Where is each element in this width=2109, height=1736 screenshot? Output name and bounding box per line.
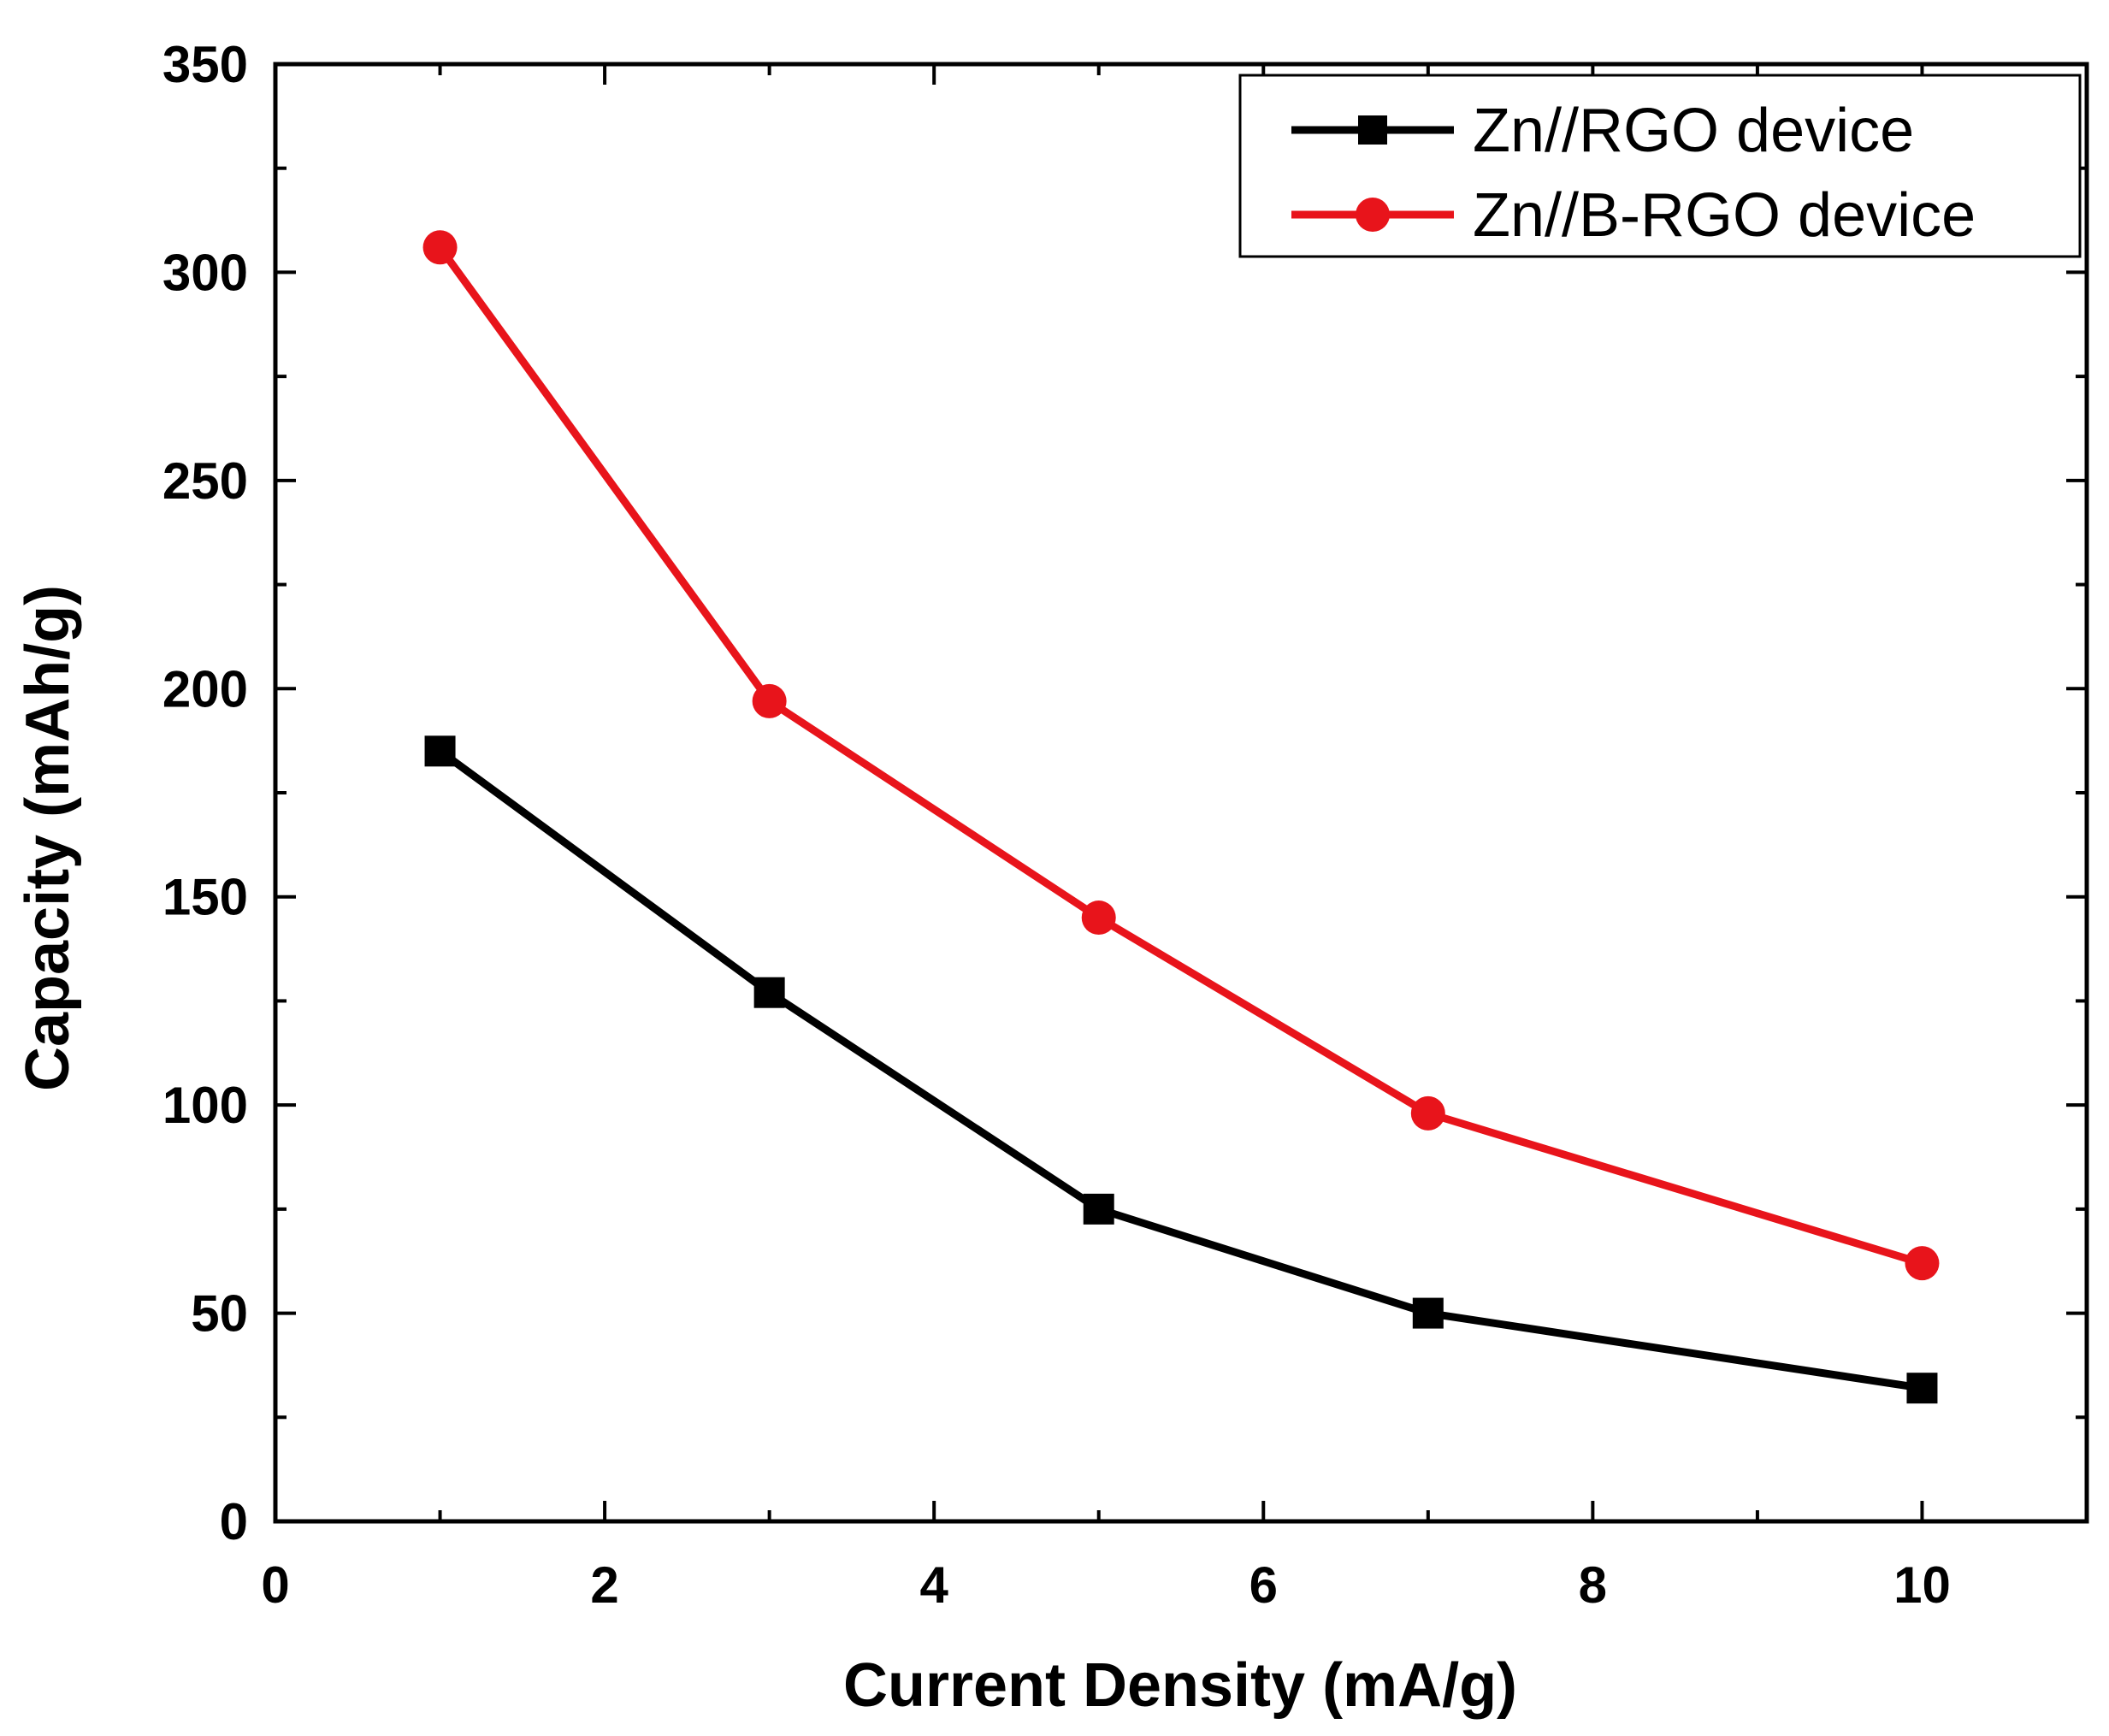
data-point-square bbox=[1083, 1193, 1114, 1225]
x-tick-label: 8 bbox=[1579, 1556, 1607, 1614]
y-tick-label: 100 bbox=[162, 1077, 248, 1134]
x-tick-label: 4 bbox=[919, 1556, 948, 1614]
y-tick-label: 350 bbox=[162, 36, 248, 93]
y-tick-label: 50 bbox=[191, 1285, 248, 1343]
data-point-square bbox=[1412, 1297, 1444, 1329]
data-point-square bbox=[1906, 1373, 1938, 1404]
data-point-circle bbox=[752, 683, 787, 718]
legend: Zn//RGO device Zn//B-RGO device bbox=[1238, 74, 2082, 258]
legend-marker-brgo bbox=[1356, 198, 1390, 232]
x-tick-label: 10 bbox=[1893, 1556, 1951, 1614]
data-point-square bbox=[753, 977, 785, 1008]
y-tick-label: 150 bbox=[162, 869, 248, 926]
legend-label-rgo: Zn//RGO device bbox=[1473, 97, 1914, 165]
series-line-0 bbox=[437, 747, 1923, 1392]
plot-frame bbox=[273, 62, 2089, 1524]
data-point-circle bbox=[422, 230, 458, 265]
x-tick-label: 0 bbox=[261, 1556, 289, 1614]
x-axis-title: Current Density (mA/g) bbox=[843, 1651, 1517, 1720]
data-point-circle bbox=[1081, 900, 1116, 936]
data-point-circle bbox=[1410, 1095, 1445, 1131]
legend-marker-rgo bbox=[1358, 115, 1387, 145]
x-tick-label: 6 bbox=[1249, 1556, 1278, 1614]
y-tick-label: 300 bbox=[162, 244, 248, 301]
y-tick-label: 0 bbox=[220, 1493, 248, 1550]
data-point-square bbox=[424, 735, 456, 767]
y-tick-label: 250 bbox=[162, 452, 248, 510]
y-tick-label: 200 bbox=[162, 660, 248, 717]
series-layer bbox=[422, 230, 1940, 1404]
y-axis-title: Capacity (mAh/g) bbox=[14, 585, 82, 1091]
data-point-circle bbox=[1905, 1246, 1940, 1281]
x-tick-label: 2 bbox=[590, 1556, 618, 1614]
series-line-1 bbox=[436, 245, 1923, 1267]
legend-label-brgo: Zn//B-RGO device bbox=[1473, 181, 1976, 250]
